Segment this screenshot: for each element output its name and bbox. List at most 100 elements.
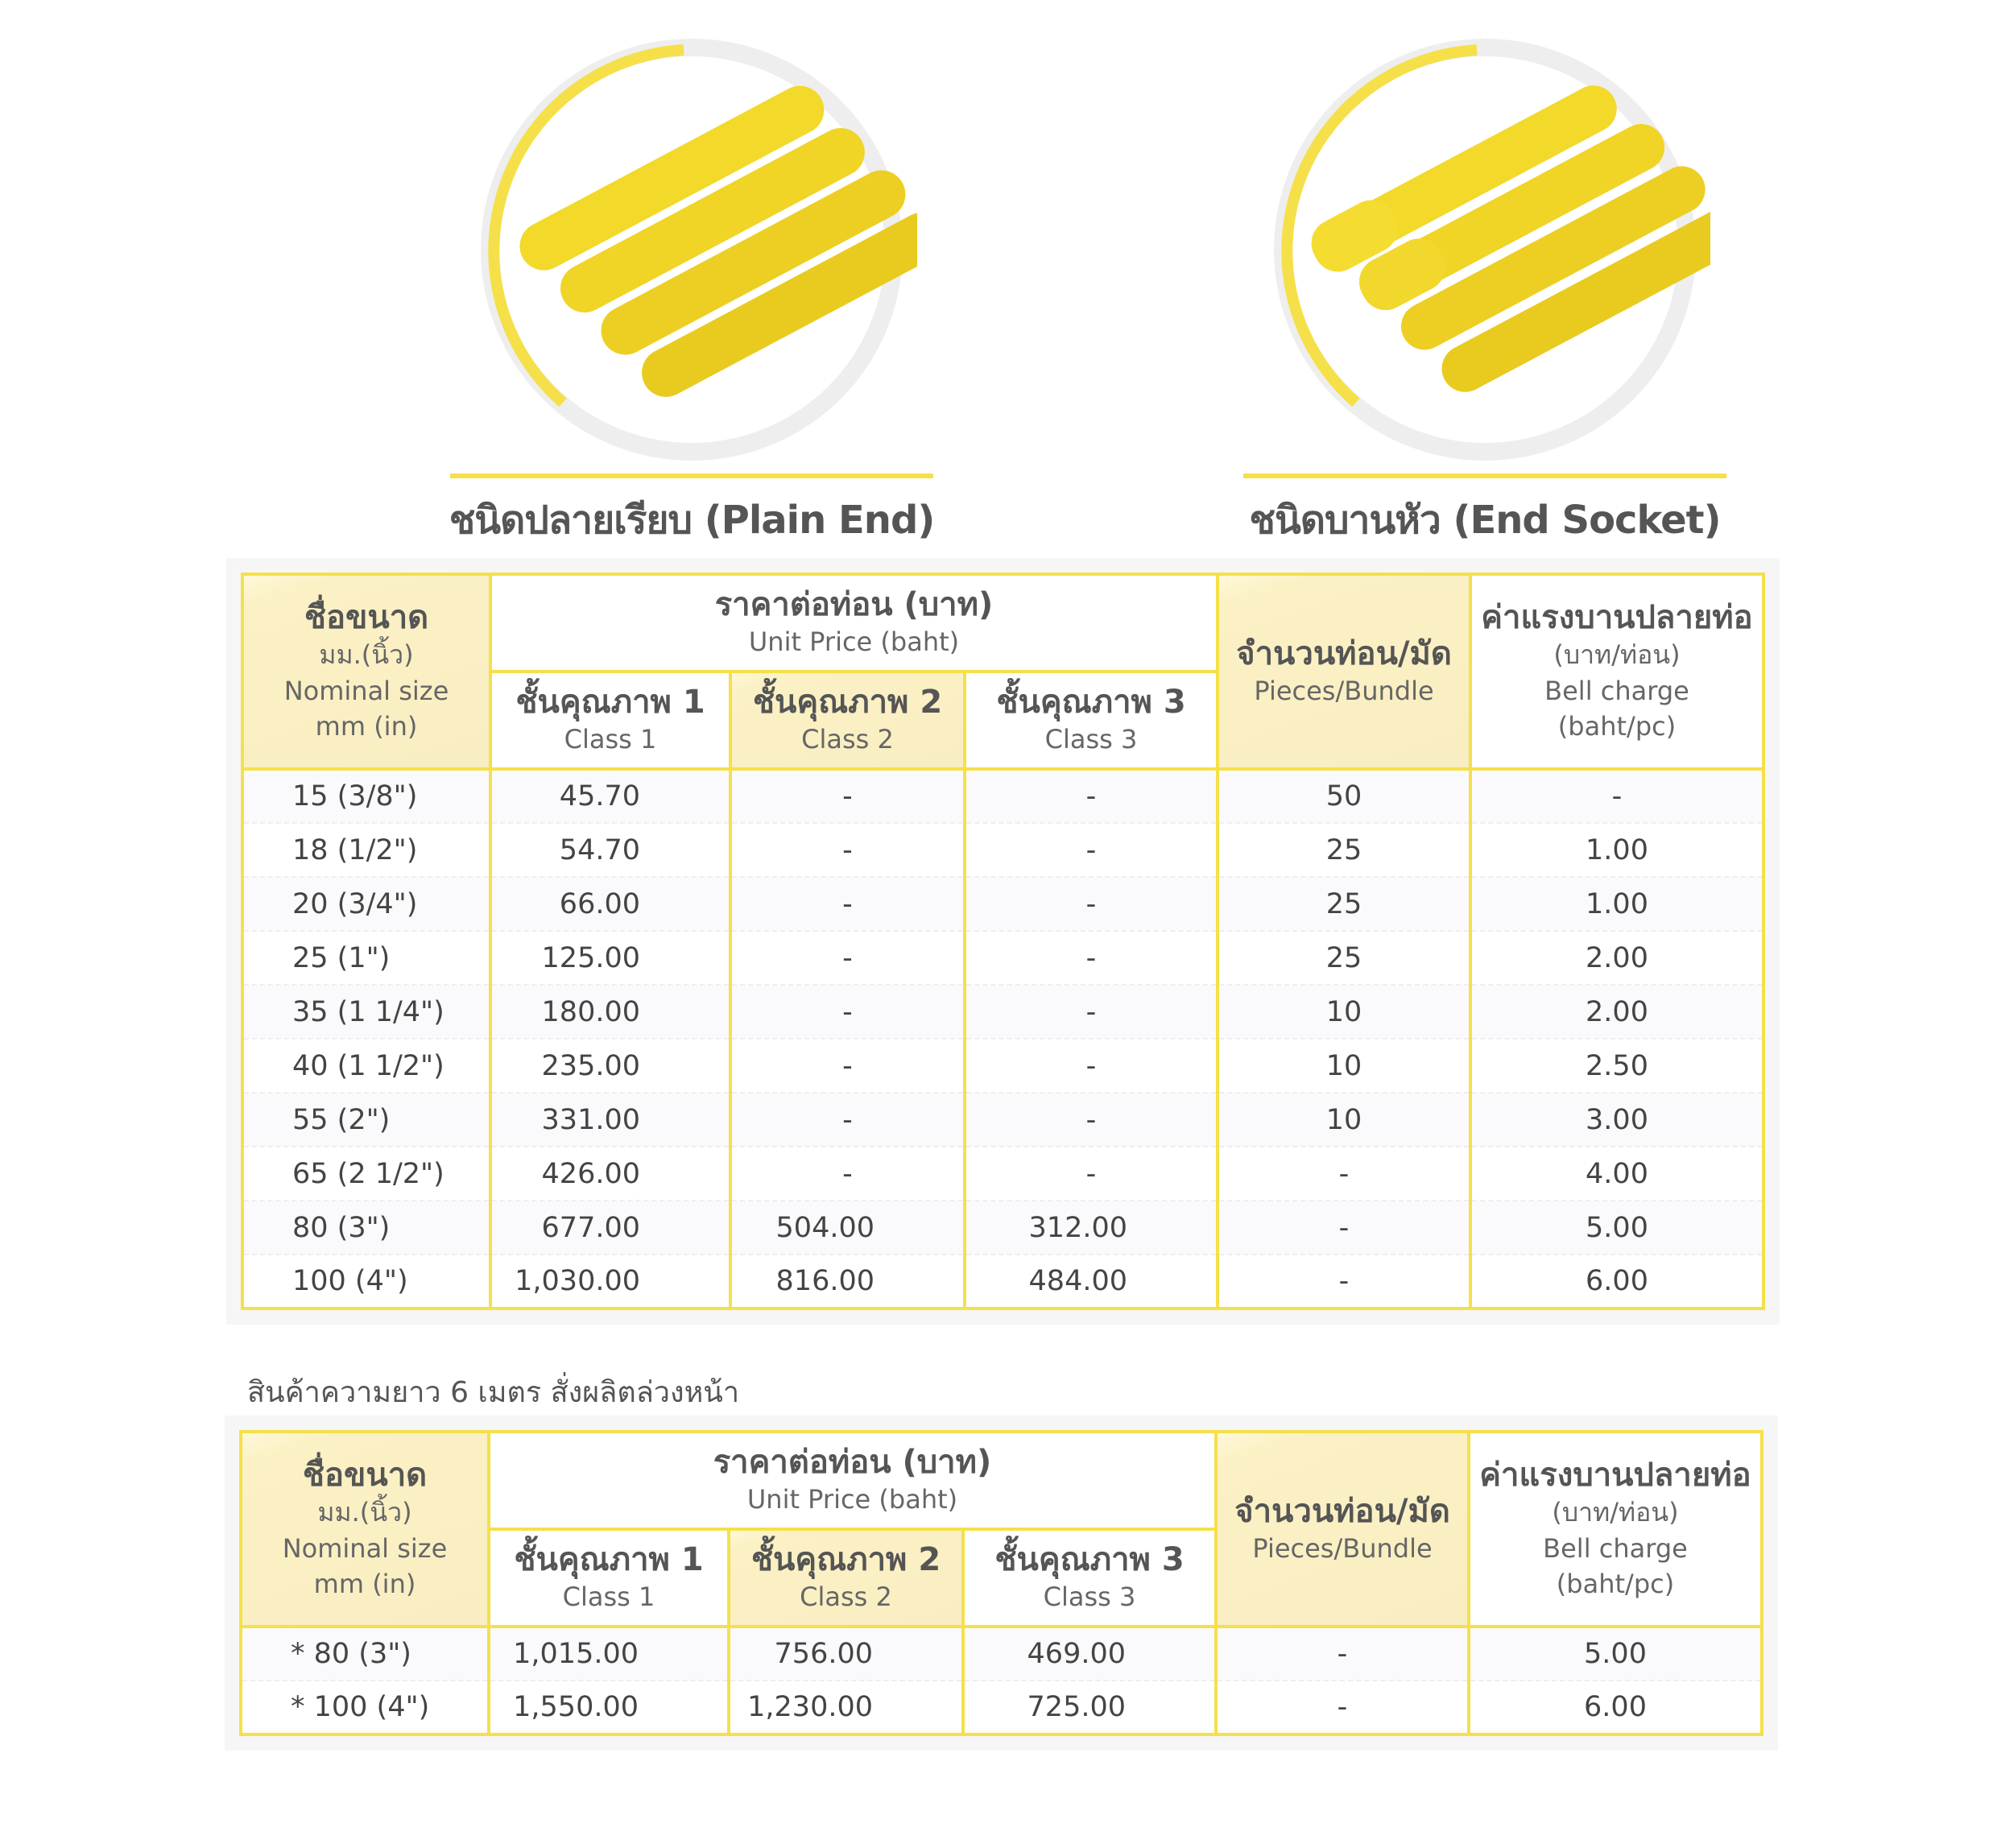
table-cell: 331.00: [489, 1092, 732, 1147]
table-row: 20 (3/4") 66.00- -25 1.00: [241, 876, 1765, 932]
table-cell: 10: [1216, 1038, 1472, 1094]
table-cell: -: [729, 1146, 966, 1201]
header-text: Bell charge: [1543, 1532, 1688, 1564]
header-text: ชั้นคุณภาพ 3: [996, 684, 1186, 721]
table-row: 65 (2 1/2") 426.00- - -4.00: [241, 1146, 1765, 1201]
table-cell: 756.00: [727, 1626, 965, 1681]
header-text: Class 3: [1043, 1581, 1136, 1613]
table-cell: 10: [1216, 1092, 1472, 1147]
table-row: 35 (1 1/4") 180.00- -10 2.00: [241, 984, 1765, 1040]
header-text: ชั้นคุณภาพ 3: [994, 1541, 1185, 1579]
table-cell: 6.00: [1469, 1254, 1765, 1310]
table-cell: 816.00: [729, 1254, 966, 1310]
header-class2: ชั้นคุณภาพ 2 Class 2: [727, 1528, 965, 1628]
header-text: ชั้นคุณภาพ 1: [515, 684, 705, 721]
plain-end-pipes-image: [481, 39, 917, 461]
header-text: ราคาต่อท่อน (บาท): [713, 1444, 992, 1482]
table-cell: 725.00: [961, 1680, 1218, 1736]
table-cell: * 100 (4"): [239, 1680, 490, 1736]
header-text: Class 1: [564, 724, 657, 755]
title-underline: [1243, 473, 1726, 478]
header-text: จำนวนท่อน/มัด: [1236, 635, 1452, 672]
table-cell: -: [963, 1038, 1219, 1094]
table-cell: 15 (3/8"): [241, 768, 492, 824]
table-row: 15 (3/8") 45.70- -50-: [241, 768, 1765, 824]
header-text: Class 3: [1044, 724, 1138, 755]
header-text: Class 2: [800, 1581, 892, 1613]
table-cell: 10: [1216, 984, 1472, 1040]
table-cell: -: [729, 984, 966, 1040]
header-text: จำนวนท่อน/มัด: [1234, 1492, 1450, 1530]
header-class2: ชั้นคุณภาพ 2 Class 2: [729, 670, 966, 771]
header-text: Pieces/Bundle: [1254, 675, 1434, 706]
table-cell: 2.00: [1469, 930, 1765, 986]
table-cell: 20 (3/4"): [241, 876, 492, 932]
table-cell: 18 (1/2"): [241, 822, 492, 878]
table-row: 25 (1") 125.00- -25 2.00: [241, 930, 1765, 986]
header-text: (baht/pc): [1557, 711, 1677, 742]
table-row: 80 (3") 677.00 504.00 312.00-5.00: [241, 1200, 1765, 1255]
header-text: มม.(นิ้ว): [317, 1496, 412, 1528]
table-cell: 65 (2 1/2"): [241, 1146, 492, 1201]
table-cell: -: [729, 930, 966, 986]
header-text: Class 2: [801, 724, 894, 755]
table-cell: -: [1214, 1626, 1470, 1681]
table-cell: -: [1216, 1254, 1472, 1310]
header-text: ชั้นคุณภาพ 1: [514, 1541, 704, 1579]
table-cell: -: [963, 876, 1219, 932]
header-text: Bell charge: [1544, 675, 1689, 706]
table-cell: -: [963, 768, 1219, 824]
header-text: Nominal size: [283, 675, 449, 706]
table-cell: -: [729, 768, 966, 824]
title-underline: [450, 473, 933, 478]
header-text: Class 1: [562, 1581, 655, 1613]
header-text: (บาท/ท่อน): [1553, 639, 1681, 670]
table-cell: 426.00: [489, 1146, 732, 1201]
table-cell: 1,030.00: [489, 1254, 732, 1310]
table-cell: 312.00: [963, 1200, 1219, 1255]
table-cell: 125.00: [489, 930, 732, 986]
table-cell: 25 (1"): [241, 930, 492, 986]
table-cell: -: [729, 822, 966, 878]
header-class1: ชั้นคุณภาพ 1 Class 1: [489, 670, 732, 771]
header-text: (บาท/ท่อน): [1552, 1496, 1679, 1528]
table-cell: -: [963, 822, 1219, 878]
table-cell: 1.00: [1469, 876, 1765, 932]
header-bell-charge: ค่าแรงบานปลายท่อ (บาท/ท่อน) Bell charge (ba…: [1469, 573, 1765, 771]
header-text: Unit Price (baht): [746, 1484, 958, 1515]
table-cell: 25: [1216, 930, 1472, 986]
table-cell: -: [1216, 1200, 1472, 1255]
product-title: ชนิดบานหัว (End Socket): [1249, 498, 1721, 543]
price-table-6m: ชื่อขนาด มม.(นิ้ว) Nominal size mm (in) ราคา…: [239, 1430, 1763, 1736]
header-text: ชื่อขนาด: [304, 598, 429, 636]
table-cell: 4.00: [1469, 1146, 1765, 1201]
table-cell: 50: [1216, 768, 1472, 824]
table-cell: -: [729, 1092, 966, 1147]
end-socket-pipes-image: [1274, 39, 1710, 461]
header-class3: ชั้นคุณภาพ 3 Class 3: [961, 1528, 1218, 1628]
table-row: 18 (1/2") 54.70- -25 1.00: [241, 822, 1765, 878]
header-text: ค่าแรงบานปลายท่อ: [1481, 598, 1753, 636]
header-text: ราคาต่อท่อน (บาท): [714, 586, 994, 624]
price-table-2-wrap: ชื่อขนาด มม.(นิ้ว) Nominal size mm (in) ราคา…: [225, 1416, 1778, 1751]
product-end-socket: ชนิดบานหัว (End Socket): [1235, 32, 1734, 551]
table-cell: 80 (3"): [241, 1200, 492, 1255]
header-size: ชื่อขนาด มม.(นิ้ว) Nominal size mm (in): [239, 1430, 490, 1628]
price-table-1-wrap: ชื่อขนาด มม.(นิ้ว) Nominal size mm (in) ราคา…: [226, 558, 1780, 1325]
table-cell: 100 (4"): [241, 1254, 492, 1310]
table-cell: 504.00: [729, 1200, 966, 1255]
header-text: มม.(นิ้ว): [319, 639, 414, 670]
table-cell: 180.00: [489, 984, 732, 1040]
table-row: 40 (1 1/2") 235.00- -10 2.50: [241, 1038, 1765, 1094]
header-text: mm (in): [313, 1569, 416, 1600]
table-cell: 677.00: [489, 1200, 732, 1255]
header-unit-price: ราคาต่อท่อน (บาท) Unit Price (baht): [487, 1430, 1218, 1531]
table-cell: 1,230.00: [727, 1680, 965, 1736]
table-cell: 25: [1216, 876, 1472, 932]
table-cell: 484.00: [963, 1254, 1219, 1310]
table-cell: 55 (2"): [241, 1092, 492, 1147]
table-cell: 2.00: [1469, 984, 1765, 1040]
table-cell: 469.00: [961, 1626, 1218, 1681]
note-6m-made-to-order: สินค้าความยาว 6 เมตร สั่งผลิตล่วงหน้า: [247, 1376, 740, 1409]
header-pieces-bundle: จำนวนท่อน/มัด Pieces/Bundle: [1214, 1430, 1470, 1628]
